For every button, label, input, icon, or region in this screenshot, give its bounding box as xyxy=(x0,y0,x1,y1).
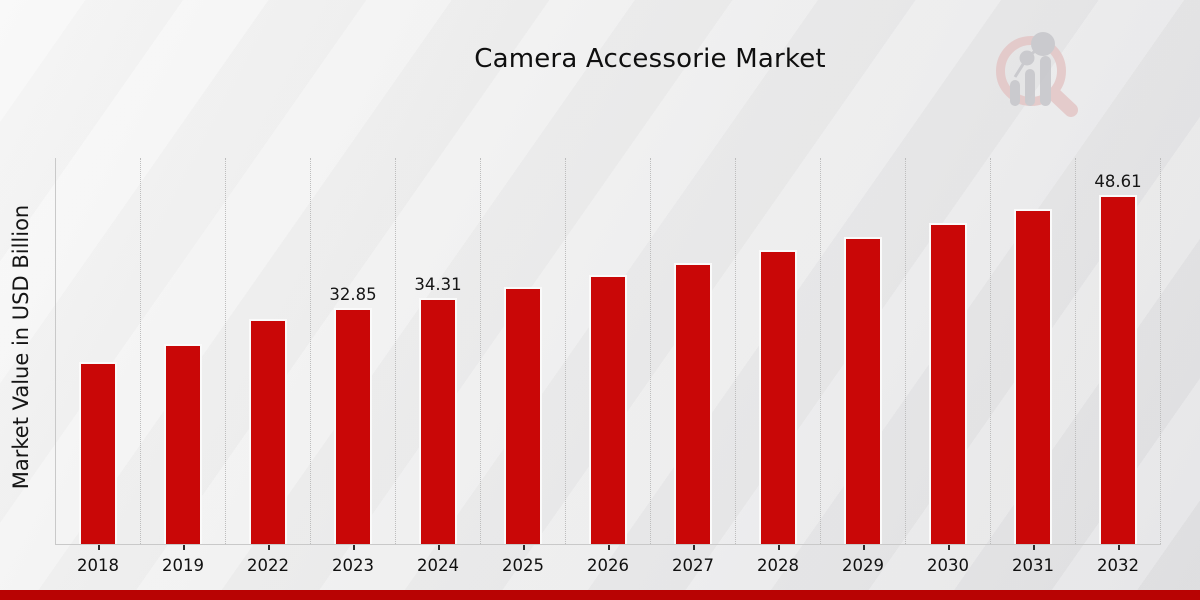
bar-column-2031: 2031 xyxy=(991,158,1076,575)
bar-2023: 32.85 xyxy=(329,285,377,544)
bar-2019 xyxy=(164,344,202,544)
x-tick-label-2022: 2022 xyxy=(247,556,289,575)
x-axis-tick-2022 xyxy=(268,545,270,550)
y-axis-label: Market Value in USD Billion xyxy=(9,204,33,490)
bar-2027 xyxy=(674,263,712,544)
bar-column-2029: 2029 xyxy=(821,158,906,575)
bar-column-2025: 2025 xyxy=(481,158,566,575)
bar-column-2024: 34.31 2024 xyxy=(396,158,481,575)
x-axis-tick-2026 xyxy=(608,545,610,550)
footer-accent-bar xyxy=(0,590,1200,600)
x-axis-tick-2030 xyxy=(948,545,950,550)
x-tick-label-2032: 2032 xyxy=(1097,556,1139,575)
x-tick-label-2028: 2028 xyxy=(757,556,799,575)
x-axis-tick-2025 xyxy=(523,545,525,550)
x-axis-tick-2029 xyxy=(863,545,865,550)
bar-value-label-2024: 34.31 xyxy=(414,275,462,294)
magnifier-bar-chart-logo-icon xyxy=(996,32,1078,117)
bar-value-label-2023: 32.85 xyxy=(329,285,377,304)
x-axis-tick-2024 xyxy=(438,545,440,550)
x-axis-tick-2027 xyxy=(693,545,695,550)
bar-2030 xyxy=(929,223,967,544)
x-tick-label-2018: 2018 xyxy=(77,556,119,575)
x-axis-tick-2018 xyxy=(98,545,100,550)
bar-2022 xyxy=(249,319,287,544)
x-axis-tick-2023 xyxy=(353,545,355,550)
x-axis-tick-2031 xyxy=(1033,545,1035,550)
bar-2032: 48.61 xyxy=(1094,172,1142,544)
x-tick-label-2029: 2029 xyxy=(842,556,884,575)
x-tick-label-2019: 2019 xyxy=(162,556,204,575)
plot-area: 2018 2019 2022 32.85 2023 34.31 2024 2025 2026 20… xyxy=(55,158,1161,575)
bar-2026 xyxy=(589,275,627,544)
x-tick-label-2026: 2026 xyxy=(587,556,629,575)
bar-column-2019: 2019 xyxy=(141,158,226,575)
x-axis-tick-2019 xyxy=(183,545,185,550)
bar-2018 xyxy=(79,362,117,544)
bar-column-2028: 2028 xyxy=(736,158,821,575)
x-tick-label-2024: 2024 xyxy=(417,556,459,575)
bar-column-2032: 48.61 2032 xyxy=(1076,158,1161,575)
x-tick-label-2030: 2030 xyxy=(927,556,969,575)
bar-2025 xyxy=(504,287,542,544)
bar-column-2018: 2018 xyxy=(56,158,141,575)
x-tick-label-2031: 2031 xyxy=(1012,556,1054,575)
x-tick-label-2025: 2025 xyxy=(502,556,544,575)
x-axis-tick-2028 xyxy=(778,545,780,550)
bar-value-label-2032: 48.61 xyxy=(1094,172,1142,191)
bar-2029 xyxy=(844,237,882,544)
bar-2024: 34.31 xyxy=(414,275,462,544)
bar-column-2022: 2022 xyxy=(226,158,311,575)
bar-2031 xyxy=(1014,209,1052,544)
bar-column-2027: 2027 xyxy=(651,158,736,575)
x-tick-label-2027: 2027 xyxy=(672,556,714,575)
x-tick-label-2023: 2023 xyxy=(332,556,374,575)
bar-column-2023: 32.85 2023 xyxy=(311,158,396,575)
chart-title: Camera Accessorie Market xyxy=(474,44,826,74)
x-axis-tick-2032 xyxy=(1118,545,1120,550)
bar-column-2030: 2030 xyxy=(906,158,991,575)
bar-column-2026: 2026 xyxy=(566,158,651,575)
bar-2028 xyxy=(759,250,797,544)
